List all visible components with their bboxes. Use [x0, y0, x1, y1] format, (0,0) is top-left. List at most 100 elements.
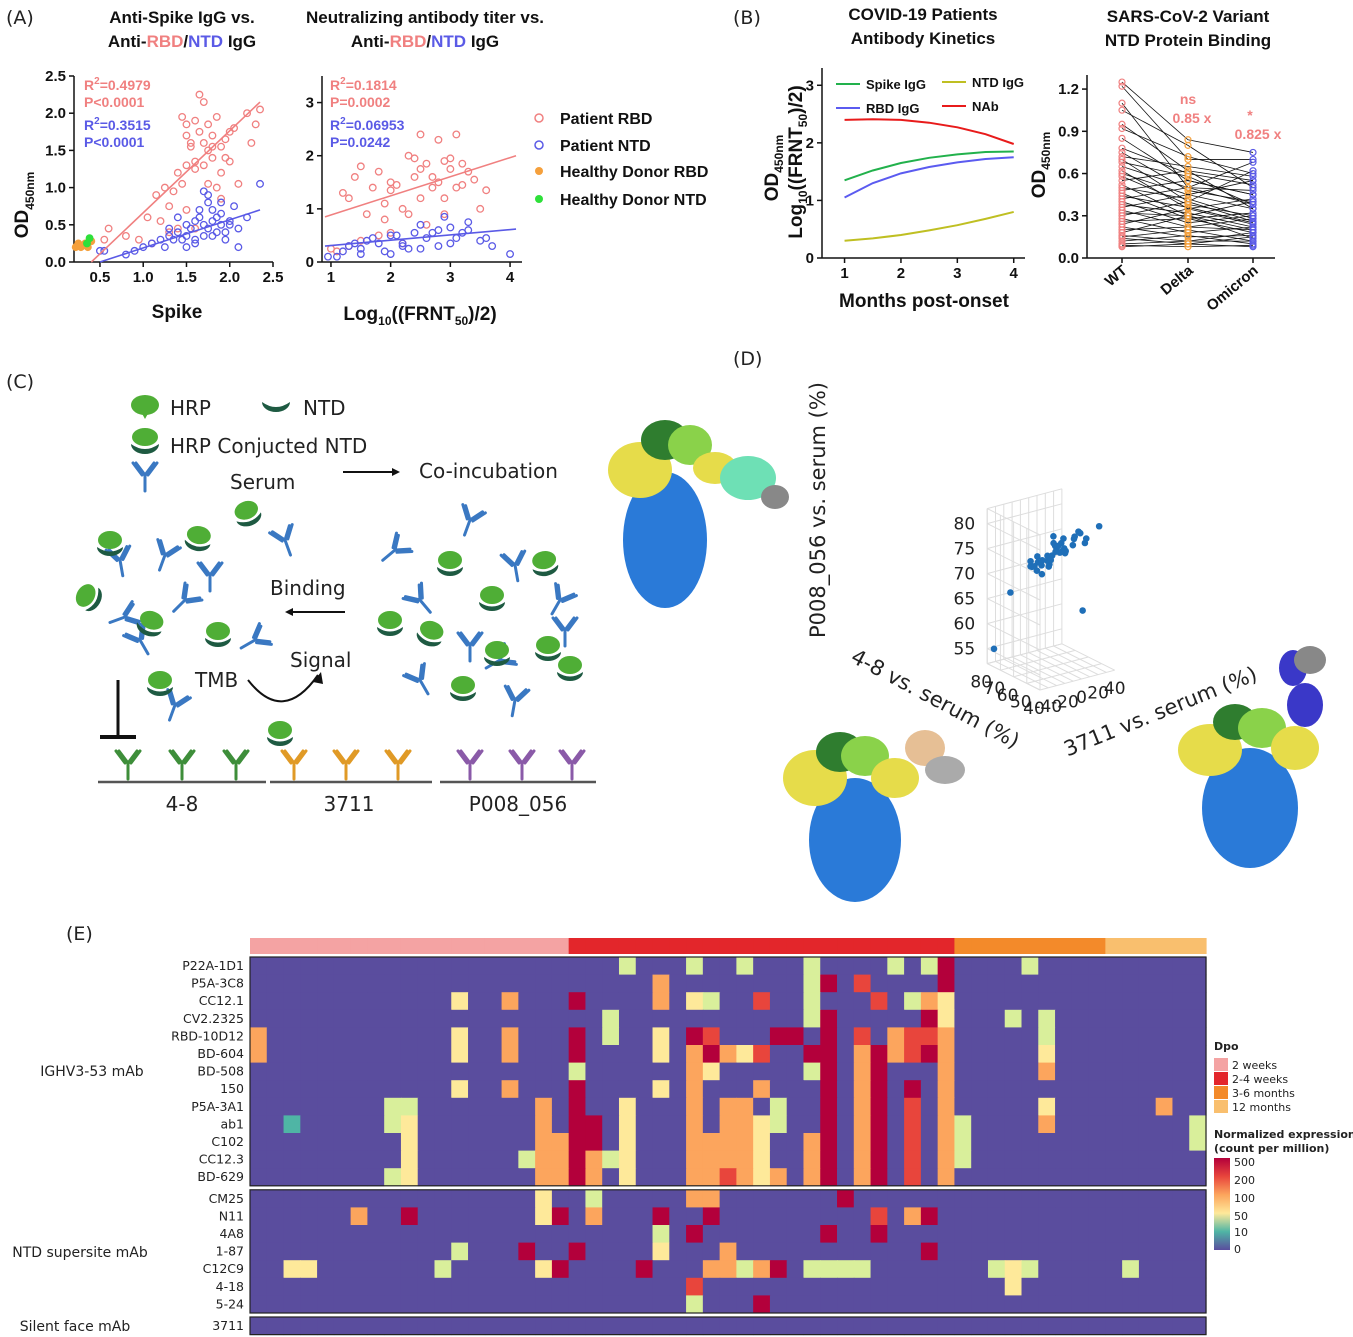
heatmap-cell — [1004, 1097, 1023, 1116]
heatmap-cell — [1189, 992, 1207, 1011]
heatmap-cell — [468, 1295, 486, 1314]
heatmap-cell — [501, 1009, 519, 1028]
antibody-arm — [280, 749, 293, 765]
heatmap-cell — [853, 1009, 872, 1028]
heatmap-row-label: 4A8 — [220, 1226, 245, 1241]
heatmap-cell — [786, 1045, 805, 1064]
heatmap-cell — [283, 1277, 301, 1296]
heatmap-cell — [954, 1027, 972, 1046]
dpo-bar-cell — [1038, 938, 1056, 954]
heatmap-cell — [350, 1150, 369, 1169]
heatmap-cell — [669, 1207, 687, 1226]
heatmap-cell — [1038, 992, 1056, 1011]
heatmap-cell — [1055, 1225, 1073, 1244]
chart-d-xtick-label: 70 — [984, 679, 1006, 699]
heatmap-cell — [870, 1080, 888, 1099]
chart-b2-ytick-label: 0.9 — [1058, 123, 1079, 140]
point-patient-rbd — [204, 179, 213, 188]
heatmap-cell — [367, 974, 385, 993]
heatmap-cell — [1088, 1260, 1106, 1279]
heatmap-cell — [1004, 1027, 1023, 1046]
hrp-part — [438, 551, 462, 569]
antibody-arm — [418, 598, 432, 614]
heatmap-cell — [1004, 1080, 1023, 1099]
heatmap-cell — [837, 974, 855, 993]
heatmap-cell — [920, 974, 939, 993]
heatmap-cell — [1105, 1133, 1123, 1152]
heatmap-cell — [1038, 1097, 1056, 1116]
point-omicron — [1249, 184, 1257, 192]
heatmap-cell — [1138, 1097, 1157, 1116]
heatmap-cell — [853, 1097, 872, 1116]
heatmap-cell — [686, 1115, 704, 1134]
antibody-arm — [332, 749, 345, 765]
antibody-arm — [124, 632, 142, 642]
expr-legend-title-2: (count per million) — [1214, 1142, 1329, 1155]
heatmap-cell — [484, 1277, 503, 1296]
heatmap-cell — [837, 957, 855, 976]
heatmap-cell — [786, 1260, 805, 1279]
heatmap-cell — [736, 1045, 754, 1064]
heatmap-cell — [686, 1260, 704, 1279]
dpo-bar-cell — [568, 938, 587, 954]
heatmap-cell — [1172, 1133, 1190, 1152]
antibody-arm — [335, 749, 348, 765]
heatmap-cell — [652, 957, 670, 976]
heatmap-cell — [1155, 1295, 1174, 1314]
antibody-arm — [550, 598, 562, 616]
antibody-icon — [550, 582, 578, 616]
heatmap-cell — [635, 1133, 654, 1152]
heatmap-cell — [837, 1242, 855, 1261]
heatmap-cell — [786, 1168, 805, 1187]
antibody-arm — [396, 749, 409, 765]
heatmap-cell — [417, 1189, 436, 1208]
heatmap-cell — [971, 1260, 989, 1279]
heatmap-cell — [652, 1277, 670, 1296]
heatmap-cell — [736, 1295, 754, 1314]
paired-line — [1121, 81, 1254, 153]
heatmap-cell — [317, 1189, 335, 1208]
heatmap-cell — [1088, 1150, 1106, 1169]
heatmap-cell — [350, 992, 369, 1011]
heatmap-cell — [786, 1009, 805, 1028]
heatmap-cell — [266, 1115, 285, 1134]
heatmap-cell — [937, 957, 956, 976]
chart-d-xtick-label: 80 — [970, 673, 992, 693]
heatmap-cell — [602, 1009, 620, 1028]
heatmap-cell — [1138, 1045, 1157, 1064]
point-delta — [1184, 219, 1192, 227]
point-patient-rbd — [186, 142, 195, 151]
antibody-arm — [172, 598, 187, 613]
heatmap-cell — [1172, 1242, 1190, 1261]
heatmap-cell — [853, 974, 872, 993]
heatmap-cell — [1004, 1045, 1023, 1064]
heatmap-cell — [937, 1317, 956, 1336]
heatmap-cell — [820, 1168, 838, 1187]
heatmap-cell — [283, 974, 301, 993]
heatmap-cell — [350, 1277, 369, 1296]
heatmap-cell — [551, 1062, 570, 1081]
dpo-bar-cell — [904, 938, 922, 954]
ntd-part — [532, 564, 559, 577]
heatmap-cell — [1138, 1115, 1157, 1134]
dpo-label-12m: 12 months — [1232, 1101, 1291, 1114]
chart-a1-ytick-label: 1.5 — [45, 142, 66, 159]
heatmap-cell — [568, 1189, 587, 1208]
heatmap-cell — [820, 1027, 838, 1046]
heatmap-cell — [920, 1317, 939, 1336]
heatmap-cell — [1172, 1295, 1190, 1314]
heatmap-cell — [283, 1009, 301, 1028]
heatmap-cell — [753, 957, 771, 976]
point-patient-ntd — [225, 220, 234, 229]
heatmap-cell — [669, 957, 687, 976]
point-patient-ntd — [100, 246, 109, 255]
point-delta — [1184, 212, 1192, 220]
heatmap-cell — [820, 1225, 838, 1244]
heatmap-cell — [300, 1317, 318, 1336]
chart-a2-xtick-label: 2 — [386, 269, 394, 286]
heatmap-cell — [1172, 1189, 1190, 1208]
heatmap-cell — [367, 1207, 385, 1226]
heatmap-cell — [1138, 1133, 1157, 1152]
series-line-nab — [844, 118, 1015, 145]
chart-d-ytick-label: -40 — [1034, 697, 1062, 717]
